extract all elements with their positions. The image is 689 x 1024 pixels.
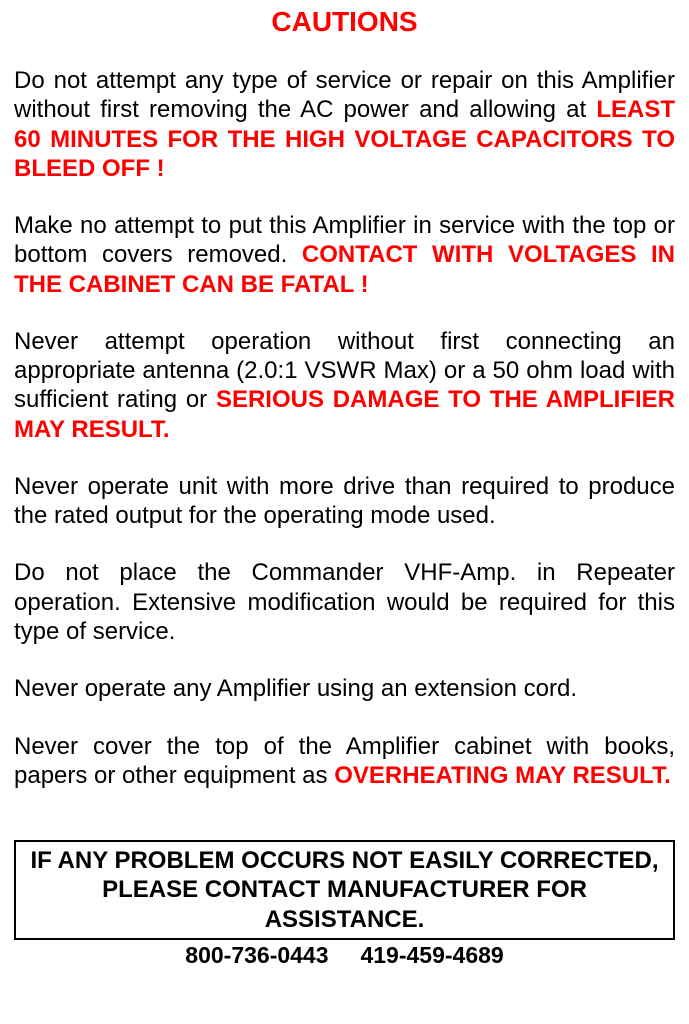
body-text: Do not place the Commander VHF-Amp. in R… bbox=[14, 559, 675, 645]
page-title: CAUTIONS bbox=[14, 6, 675, 38]
caution-paragraph-7: Never cover the top of the Amplifier cab… bbox=[14, 732, 675, 791]
page: CAUTIONS Do not attempt any type of serv… bbox=[0, 0, 689, 1024]
contact-manufacturer-notice: IF ANY PROBLEM OCCURS NOT EASILY CORRECT… bbox=[14, 840, 675, 940]
caution-paragraph-5: Do not place the Commander VHF-Amp. in R… bbox=[14, 558, 675, 646]
caution-paragraph-3: Never attempt operation without first co… bbox=[14, 327, 675, 444]
phone-numbers: 800-736-0443 419-459-4689 bbox=[14, 942, 675, 969]
caution-paragraph-1: Do not attempt any type of service or re… bbox=[14, 66, 675, 183]
caution-paragraph-6: Never operate any Amplifier using an ext… bbox=[14, 674, 675, 703]
body-text: Never operate any Amplifier using an ext… bbox=[14, 675, 577, 702]
caution-paragraph-4: Never operate unit with more drive than … bbox=[14, 472, 675, 531]
body-text: Never operate unit with more drive than … bbox=[14, 473, 675, 529]
emphasis-text: OVERHEATING MAY RESULT. bbox=[334, 762, 671, 789]
caution-paragraph-2: Make no attempt to put this Amplifier in… bbox=[14, 211, 675, 299]
body-text: Do not attempt any type of service or re… bbox=[14, 67, 675, 123]
